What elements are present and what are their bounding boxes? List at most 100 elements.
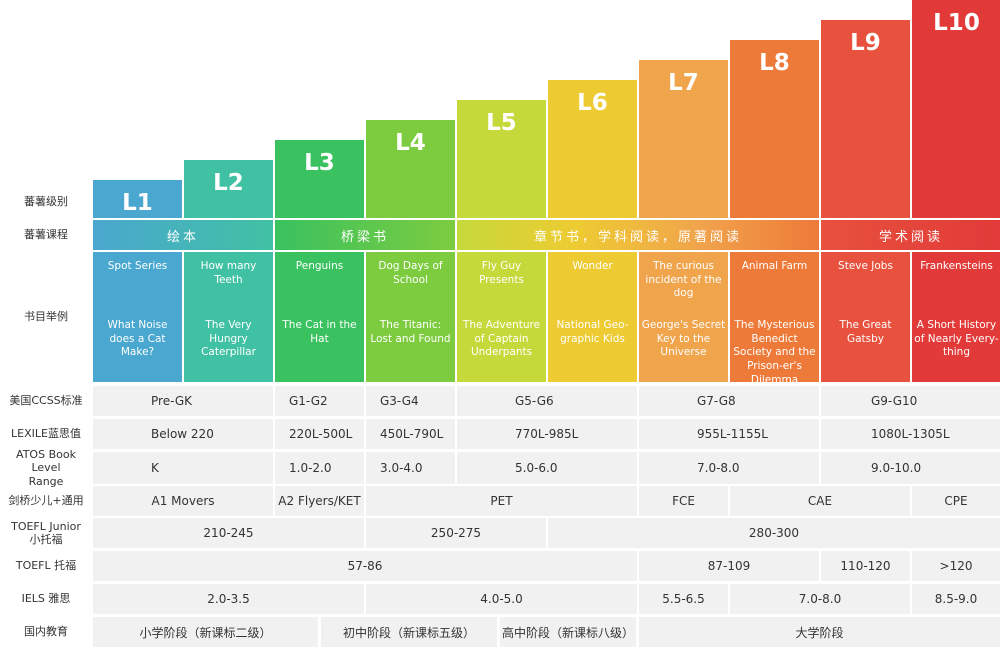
ccss-cell: G3-G4: [366, 386, 455, 416]
book-cell-l1: Spot Series What Noise does a Cat Make?: [93, 252, 182, 382]
row-label-toefl: TOEFL 托福: [15, 559, 77, 573]
book-title: What Noise does a Cat Make?: [107, 319, 168, 359]
book-title: How many Teeth: [200, 260, 257, 286]
book-title: The Very Hungry Caterpillar: [201, 319, 256, 359]
row-label-ielts: IELS 雅思: [21, 592, 71, 606]
toefl-cell: 110-120: [821, 551, 910, 581]
book-title: The Great Gatsby: [839, 319, 892, 345]
toefl-cell: 57-86: [93, 551, 637, 581]
level-label-l1: L1: [122, 190, 153, 216]
level-bar-l5: [457, 100, 546, 218]
row-label-course: 蕃薯课程: [24, 228, 68, 242]
level-bar-l7: [639, 60, 728, 218]
level-label-l7: L7: [668, 70, 699, 96]
course-bridge-books: 桥梁书: [275, 220, 455, 250]
course-picture-books: 绘本: [93, 220, 273, 250]
book-cell-l6: Wonder National Geo-graphic Kids: [548, 252, 637, 382]
book-cell-l3: Penguins The Cat in the Hat: [275, 252, 364, 382]
book-title: Frankensteins: [920, 260, 993, 272]
toefl-junior-cell: 280-300: [548, 518, 1000, 548]
book-cell-l7: The curious incident of the dog George's …: [639, 252, 728, 382]
level-bar-l1: [93, 180, 182, 218]
book-cell-l8: Animal Farm The Mysterious Benedict Socie…: [730, 252, 819, 386]
row-label-lexile: LEXILE蓝思值: [11, 427, 81, 441]
row-label-domestic: 国内教育: [24, 625, 68, 639]
level-label-l9: L9: [850, 30, 881, 56]
toefl-junior-cell: 250-275: [366, 518, 546, 548]
book-title: The Mysterious Benedict Society and the …: [733, 319, 816, 386]
book-title: Fly Guy Presents: [479, 260, 524, 286]
cambridge-cell: PET: [366, 486, 637, 516]
book-cell-l5: Fly Guy Presents The Adventure of Captain…: [457, 252, 546, 382]
row-label-toefl-junior: TOEFL Junior 小托福: [11, 519, 81, 546]
row-label-ccss: 美国CCSS标准: [9, 394, 83, 408]
level-bar-l3: [275, 140, 364, 218]
ccss-cell: G1-G2: [275, 386, 364, 416]
book-title: Spot Series: [107, 260, 168, 272]
lexile-cell: Below 220: [93, 419, 273, 449]
domestic-cell: 高中阶段（新课标八级）: [500, 617, 636, 647]
ccss-cell: G9-G10: [821, 386, 1000, 416]
atos-cell: K: [93, 452, 273, 484]
ccss-cell: Pre-GK: [93, 386, 273, 416]
toefl-cell: >120: [912, 551, 1000, 581]
ielts-cell: 5.5-6.5: [639, 584, 728, 614]
level-bar-l10: [912, 0, 1000, 218]
cambridge-cell: FCE: [639, 486, 728, 516]
book-title: George's Secret Key to the Universe: [641, 319, 726, 359]
lexile-cell: 1080L-1305L: [821, 419, 1000, 449]
lexile-cell: 220L-500L: [275, 419, 364, 449]
lexile-cell: 770L-985L: [457, 419, 637, 449]
book-cell-l9: Steve Jobs The Great Gatsby: [821, 252, 910, 382]
book-title: A Short History of Nearly Every-thing: [914, 319, 999, 359]
ccss-cell: G7-G8: [639, 386, 819, 416]
book-title: National Geo-graphic Kids: [556, 319, 629, 345]
row-label-books: 书目举例: [24, 310, 68, 324]
row-label-atos: ATOS Book Level Range: [16, 448, 76, 488]
level-bar-l9: [821, 20, 910, 218]
level-bar-l2: [184, 160, 273, 218]
book-cell-l2: How many Teeth The Very Hungry Caterpilla…: [184, 252, 273, 382]
book-cell-l10: Frankensteins A Short History of Nearly E…: [912, 252, 1000, 382]
course-academic: 学术阅读: [821, 220, 1000, 250]
atos-cell: 9.0-10.0: [821, 452, 1000, 484]
book-title: The Titanic: Lost and Found: [370, 319, 451, 345]
level-bar-l8: [730, 40, 819, 218]
ielts-cell: 2.0-3.5: [93, 584, 364, 614]
ielts-cell: 7.0-8.0: [730, 584, 910, 614]
cambridge-cell: CAE: [730, 486, 910, 516]
atos-cell: 1.0-2.0: [275, 452, 364, 484]
course-chapter-books: 章节书，学科阅读，原著阅读: [457, 220, 819, 250]
cambridge-cell: A2 Flyers/KET: [275, 486, 364, 516]
book-title: Steve Jobs: [838, 260, 893, 272]
level-label-l6: L6: [577, 90, 608, 116]
book-title: Wonder: [572, 260, 613, 272]
level-bar-l6: [548, 80, 637, 218]
book-title: The Cat in the Hat: [282, 319, 357, 345]
lexile-cell: 450L-790L: [366, 419, 455, 449]
atos-cell: 3.0-4.0: [366, 452, 455, 484]
atos-cell: 7.0-8.0: [639, 452, 819, 484]
level-bar-l4: [366, 120, 455, 218]
level-label-l5: L5: [486, 110, 517, 136]
lexile-cell: 955L-1155L: [639, 419, 819, 449]
domestic-cell: 大学阶段: [639, 617, 1000, 647]
cambridge-cell: CPE: [912, 486, 1000, 516]
book-title: The Adventure of Captain Underpants: [462, 319, 541, 359]
level-label-l3: L3: [304, 150, 335, 176]
toefl-junior-cell: 210-245: [93, 518, 364, 548]
cambridge-cell: A1 Movers: [93, 486, 273, 516]
level-label-l2: L2: [213, 170, 244, 196]
book-title: Animal Farm: [741, 260, 808, 272]
toefl-cell: 87-109: [639, 551, 819, 581]
row-label-level: 蕃薯级别: [24, 195, 68, 209]
row-label-cambridge: 剑桥少儿+通用: [8, 494, 84, 508]
ccss-cell: G5-G6: [457, 386, 637, 416]
level-label-l8: L8: [759, 50, 790, 76]
domestic-cell: 小学阶段（新课标二级）: [93, 617, 318, 647]
domestic-cell: 初中阶段（新课标五级）: [321, 617, 497, 647]
ielts-cell: 8.5-9.0: [912, 584, 1000, 614]
book-title: Dog Days of School: [378, 260, 443, 286]
book-cell-l4: Dog Days of School The Titanic: Lost and …: [366, 252, 455, 382]
